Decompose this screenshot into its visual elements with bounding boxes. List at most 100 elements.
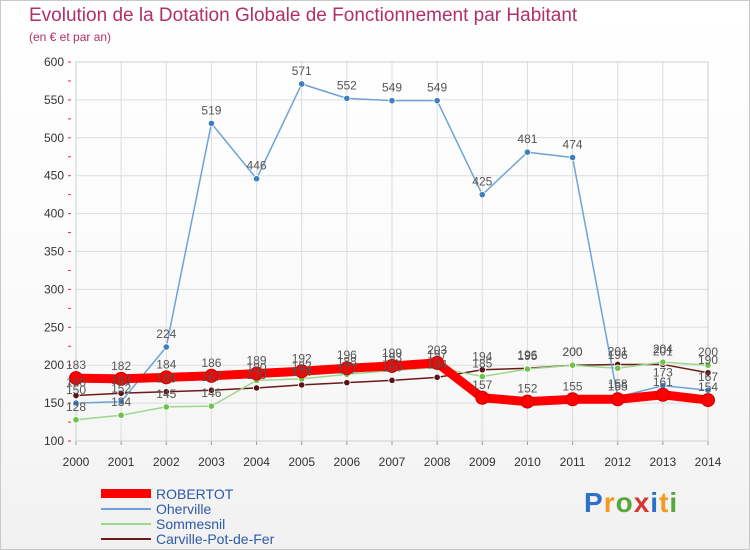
data-label-robertot: 157 (472, 378, 492, 392)
data-label-robertot: 154 (698, 380, 718, 394)
x-tick-label: 2014 (695, 455, 722, 469)
data-label-oherville: 481 (517, 132, 537, 146)
data-label-sommesnil: 128 (66, 400, 86, 414)
data-point-robertot (159, 370, 174, 385)
data-point-sommesnil (704, 361, 712, 369)
data-label-oherville: 425 (472, 175, 492, 189)
y-tick-label: 100 (44, 434, 64, 448)
data-point-robertot (204, 368, 219, 383)
data-label-carville-pot-de-fer: 201 (653, 344, 673, 358)
data-point-carville-pot-de-fer (343, 379, 351, 387)
logo-letter: i (650, 487, 660, 518)
data-label-sommesnil: 204 (653, 342, 673, 356)
data-point-sommesnil (568, 361, 577, 369)
y-tick-label: 200 (44, 358, 64, 372)
data-point-robertot (565, 392, 580, 407)
data-label-robertot: 161 (653, 375, 673, 389)
x-tick-label: 2002 (153, 455, 180, 469)
data-label-sommesnil: 193 (382, 351, 402, 365)
data-point-sommesnil (659, 358, 667, 366)
data-label-robertot: 155 (608, 379, 628, 393)
y-tick-label: 500 (44, 131, 64, 145)
data-point-oherville (388, 97, 396, 105)
data-point-oherville (568, 153, 577, 162)
data-label-oherville: 173 (653, 366, 673, 380)
x-tick-label: 2004 (243, 455, 270, 469)
data-point-sommesnil (72, 416, 80, 424)
data-point-carville-pot-de-fer (478, 366, 486, 374)
data-point-robertot (430, 355, 445, 370)
data-point-robertot (114, 371, 129, 386)
data-label-sommesnil: 145 (156, 387, 176, 401)
legend-label-sommesnil: Sommesnil (156, 516, 226, 532)
data-label-carville-pot-de-fer: 190 (698, 353, 718, 367)
data-label-sommesnil: 134 (111, 395, 131, 409)
data-label-oherville: 519 (201, 103, 221, 117)
data-point-sommesnil (117, 411, 125, 419)
y-tick-label: 250 (44, 320, 64, 334)
data-label-robertot: 186 (201, 356, 221, 370)
data-label-oherville: 152 (111, 382, 131, 396)
data-label-robertot: 199 (382, 346, 402, 360)
data-label-robertot: 152 (517, 382, 537, 396)
x-tick-label: 2011 (560, 455, 586, 469)
x-tick-label: 2005 (288, 455, 315, 469)
data-label-robertot: 183 (66, 358, 86, 372)
y-tick-label: 350 (44, 245, 64, 259)
logo-letter: r (603, 487, 616, 518)
data-label-robertot: 192 (292, 351, 312, 365)
data-label-robertot: 196 (337, 348, 357, 362)
data-label-carville-pot-de-fer: 167 (201, 370, 221, 384)
data-label-carville-pot-de-fer: 163 (111, 373, 131, 387)
data-point-oherville (162, 343, 170, 351)
data-point-oherville (523, 148, 532, 156)
data-point-robertot (520, 394, 535, 409)
x-tick-label: 2010 (514, 455, 541, 469)
data-point-oherville (252, 175, 261, 183)
chart-title: Evolution de la Dotation Globale de Fonc… (29, 5, 578, 26)
logo-letter: i (669, 487, 679, 518)
data-point-sommesnil (162, 403, 170, 411)
data-point-carville-pot-de-fer (117, 389, 125, 397)
data-point-carville-pot-de-fer (72, 391, 80, 400)
y-tick-label: 600 (44, 55, 64, 69)
x-tick-label: 2007 (379, 455, 406, 469)
data-label-carville-pot-de-fer: 201 (608, 344, 628, 358)
logo-letter: o (615, 487, 634, 518)
y-tick-label: 550 (44, 93, 64, 107)
data-label-sommesnil: 146 (201, 386, 221, 400)
y-tick-label: 400 (44, 207, 64, 221)
data-point-oherville (298, 80, 306, 88)
data-point-sommesnil (523, 365, 532, 373)
data-point-robertot (339, 361, 354, 376)
data-point-oherville (343, 94, 351, 102)
data-label-oherville: 571 (292, 64, 312, 78)
data-label-oherville: 552 (337, 78, 357, 92)
chart-subtitle: (en € et par an) (29, 30, 112, 44)
plot-area-border (75, 61, 709, 442)
data-label-sommesnil: 196 (608, 348, 628, 362)
data-label-carville-pot-de-fer: 165 (156, 372, 176, 386)
data-point-robertot (385, 358, 399, 373)
data-label-oherville: 549 (427, 81, 447, 95)
data-label-carville-pot-de-fer: 194 (472, 350, 492, 364)
y-tick-label: 150 (44, 396, 64, 410)
x-tick-label: 2009 (469, 455, 496, 469)
data-label-robertot: 203 (427, 343, 447, 357)
x-tick-label: 2008 (424, 455, 451, 469)
data-label-sommesnil: 200 (563, 345, 583, 359)
legend-swatch-carville (101, 538, 151, 540)
data-label-robertot: 189 (247, 354, 267, 368)
data-point-robertot (249, 366, 264, 381)
x-tick-label: 2001 (108, 455, 135, 469)
proxiti-logo: Proxiti (584, 487, 678, 519)
data-label-robertot: 182 (111, 359, 131, 373)
x-tick-label: 2006 (334, 455, 361, 469)
data-point-sommesnil (478, 372, 486, 381)
data-label-oherville: 167 (698, 370, 718, 384)
data-label-sommesnil: 180 (247, 360, 267, 374)
data-label-carville-pot-de-fer: 200 (563, 345, 583, 359)
